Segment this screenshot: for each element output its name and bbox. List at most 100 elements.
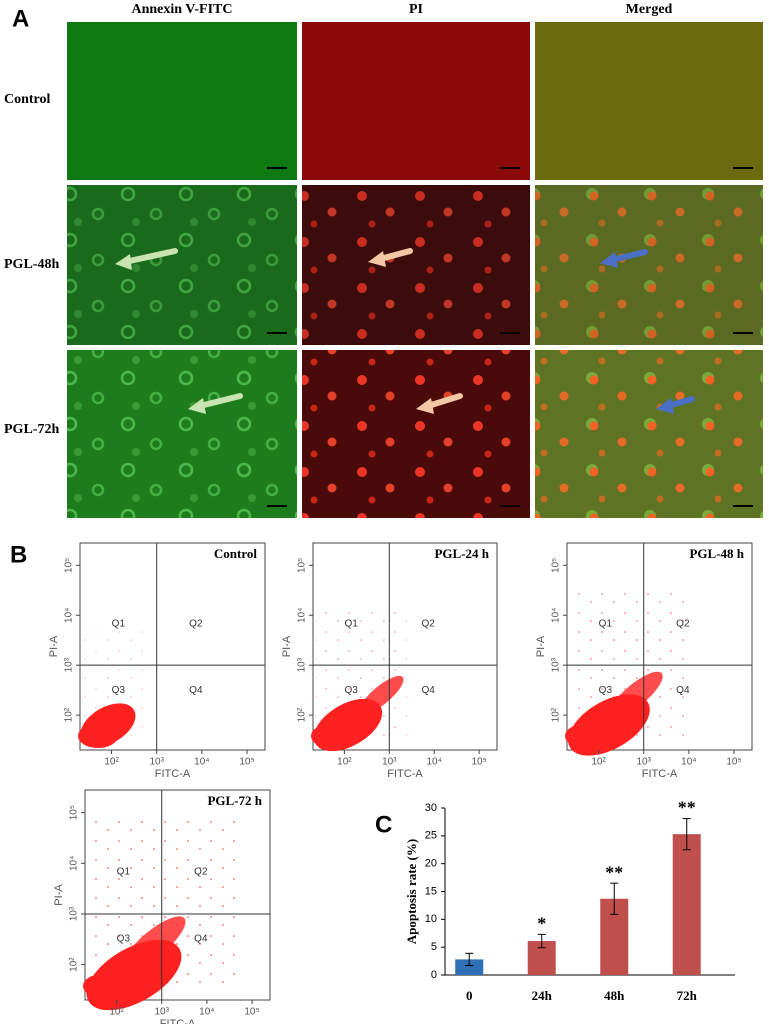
x-axis-label: FITC-A: [155, 768, 191, 780]
y-tick-label: 10⁵: [64, 558, 75, 573]
quadrant-label: Q1: [117, 867, 131, 878]
event-cloud: [565, 724, 605, 748]
cell-texture: [67, 350, 297, 518]
significance-label: **: [678, 798, 696, 818]
plot-title: Control: [214, 546, 257, 561]
x-tick-label: 10⁵: [244, 1007, 259, 1018]
row-label: Control: [4, 92, 51, 107]
arrow-head: [368, 251, 386, 267]
significance-label: **: [605, 862, 623, 882]
quadrant-label: Q4: [189, 685, 203, 696]
event-cloud: [78, 724, 118, 748]
y-tick-label: 10³: [551, 657, 562, 672]
arrow-head: [416, 398, 434, 414]
quadrant-label: Q2: [676, 619, 690, 630]
cell-texture: [302, 185, 530, 345]
y-axis-label: PI-A: [53, 884, 65, 906]
event-cloud: [83, 974, 123, 998]
x-tick-label: 24h: [532, 988, 553, 1003]
x-tick-label: 10³: [636, 757, 651, 768]
arrow: [197, 393, 243, 409]
quadrant-label: Q3: [117, 934, 131, 945]
y-tick-label: 10²: [64, 707, 75, 722]
row-label: PGL-72h: [4, 422, 59, 437]
y-tick-label: 10³: [297, 657, 308, 672]
arrow-head: [115, 254, 132, 270]
y-tick-label: 10⁴: [64, 608, 75, 623]
y-tick-label: 10⁵: [69, 805, 80, 820]
plot-title: PGL-72 h: [207, 793, 262, 808]
quadrant-label: Q1: [112, 619, 126, 630]
x-tick-label: 10²: [337, 757, 352, 768]
micrograph: [535, 22, 763, 180]
significance-label: *: [537, 913, 546, 933]
y-tick-label: 0: [431, 969, 437, 981]
x-tick-label: 10³: [154, 1007, 169, 1018]
y-tick-label: 10²: [297, 707, 308, 722]
y-tick-label: 25: [425, 830, 437, 842]
arrow-head: [656, 398, 674, 414]
micrograph: [302, 22, 530, 180]
cell-texture: [535, 185, 763, 345]
x-tick-label: 10⁵: [471, 757, 486, 768]
y-axis-label: Apoptosis rate (%): [404, 839, 419, 944]
x-tick-label: 10⁴: [681, 757, 696, 768]
quadrant-label: Q1: [344, 619, 358, 630]
arrow: [609, 249, 648, 263]
x-tick-label: 10⁴: [427, 757, 442, 768]
event-cloud: [121, 916, 186, 972]
y-tick-label: 10⁴: [551, 608, 562, 623]
micrograph: [67, 22, 297, 180]
bar-chart: 0 5 10 15 20 25 30 0 * 24h ** 48h ** 72h Apoptosis rat…: [404, 798, 735, 1003]
x-tick-label: 10³: [149, 757, 164, 768]
x-tick-label: 10⁴: [199, 1007, 214, 1018]
y-axis-label: PI-A: [281, 635, 293, 657]
panel-label: B: [10, 541, 27, 568]
column-header: Merged: [626, 2, 673, 17]
quadrant-label: Q2: [194, 867, 208, 878]
column-header: Annexin V-FITC: [131, 2, 232, 17]
quadrant-label: Q3: [112, 685, 126, 696]
bar: [672, 834, 701, 975]
arrows: [115, 248, 695, 414]
flow-plot: Q1 Q2 Q3 Q4 PGL-48 h 10² 10³ 10⁴ 10⁵ 10² 10³ 10⁴ 10⁵…: [535, 542, 753, 780]
panel-label: C: [375, 811, 392, 838]
y-tick-label: 10⁴: [69, 856, 80, 871]
quadrant-label: Q4: [421, 685, 435, 696]
y-axis-label: PI-A: [535, 635, 547, 657]
y-tick-label: 10²: [69, 957, 80, 972]
event-cloud: [359, 675, 404, 715]
cell-texture: [535, 350, 763, 518]
x-tick-label: 10²: [104, 757, 119, 768]
x-axis-label: FITC-A: [387, 768, 423, 780]
quadrant-label: Q2: [421, 619, 435, 630]
flow-plot: Q1 Q2 Q3 Q4 PGL-24 h 10² 10³ 10⁴ 10⁵ 10² 10³ 10⁴ 10⁵…: [281, 542, 498, 780]
y-tick-label: 10⁵: [297, 558, 308, 573]
arrow-head: [188, 398, 206, 414]
quadrant-label: Q1: [599, 619, 613, 630]
y-tick-label: 10³: [64, 657, 75, 672]
cell-texture: [67, 185, 297, 345]
plot-title: PGL-24 h: [434, 546, 489, 561]
arrow: [122, 248, 178, 265]
y-tick-label: 20: [425, 858, 437, 870]
row-label: PGL-48h: [4, 257, 59, 272]
x-tick-label: 0: [466, 988, 473, 1003]
bar: [455, 959, 484, 975]
y-tick-label: 15: [425, 885, 437, 897]
x-tick-label: 10³: [382, 757, 397, 768]
panel-label: A: [12, 5, 29, 32]
y-tick-label: 10⁴: [297, 608, 308, 623]
event-cloud: [608, 671, 663, 719]
plot-title: PGL-48 h: [689, 546, 744, 561]
quadrant-label: Q3: [599, 685, 613, 696]
y-tick-label: 10²: [551, 707, 562, 722]
microscopy-panel: Annexin V-FITC PI Merged: [67, 2, 763, 518]
x-tick-label: 10⁴: [194, 757, 209, 768]
y-tick-label: 10: [425, 913, 437, 925]
arrow: [377, 248, 413, 262]
arrow: [425, 393, 463, 409]
y-tick-label: 10⁵: [551, 558, 562, 573]
arrow-head: [600, 252, 618, 268]
